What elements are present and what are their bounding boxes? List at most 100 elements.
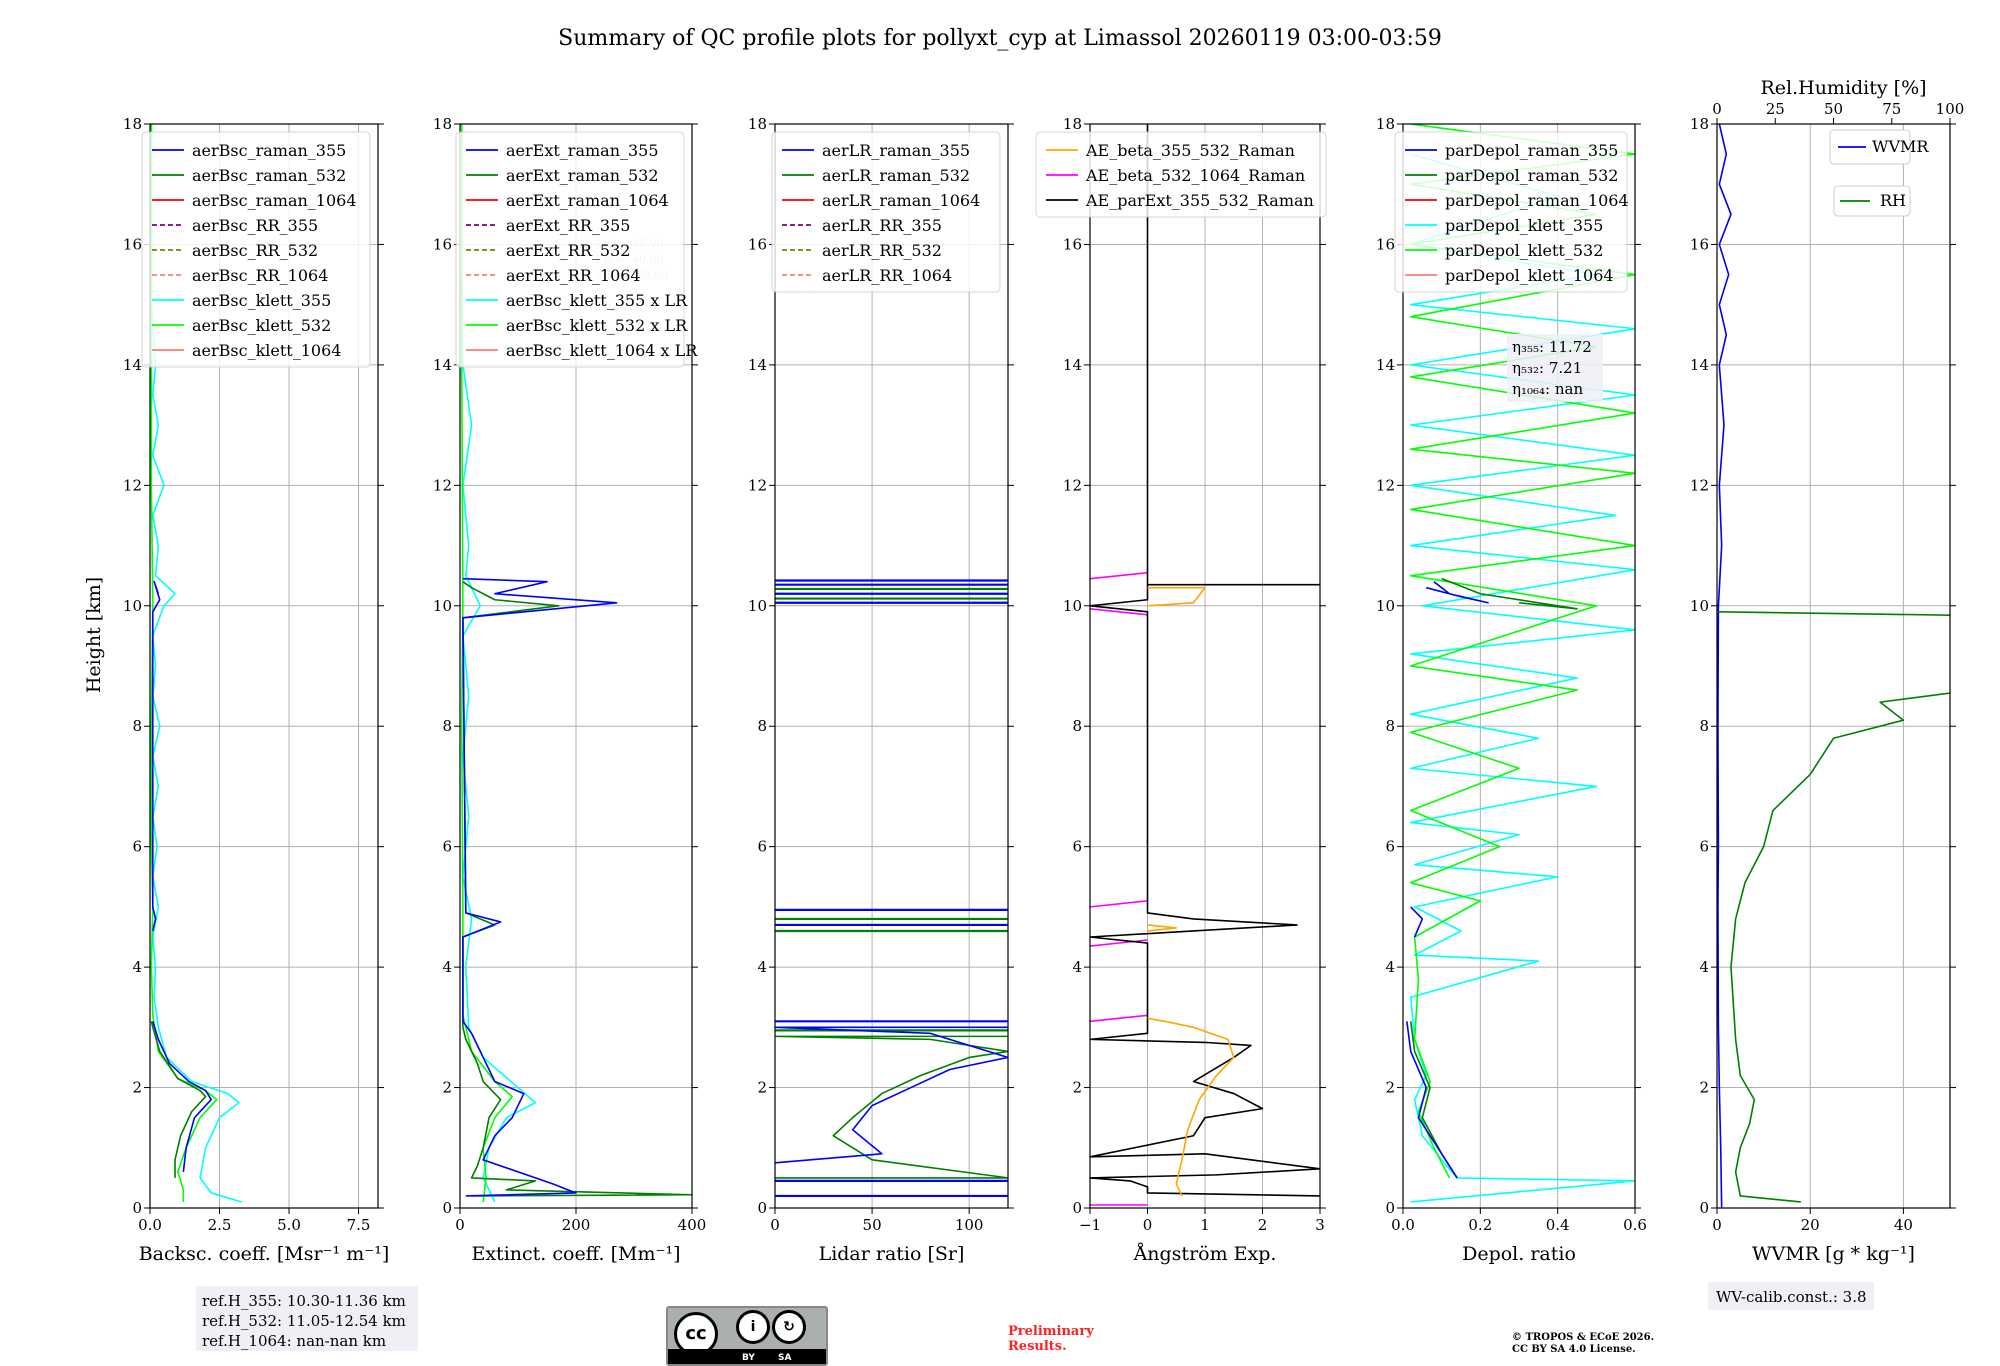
- x-axis-label: Lidar ratio [Sr]: [819, 1243, 965, 1265]
- legend-label-2: parDepol_raman_1064: [1445, 191, 1629, 210]
- legend-label-8: aerBsc_klett_1064 x LR: [506, 341, 698, 360]
- x-axis-label: WVMR [g * kg⁻¹]: [1752, 1243, 1915, 1265]
- series-aerBsc_raman_355: [152, 1021, 212, 1172]
- xtick-label-3: 0.6: [1623, 1216, 1647, 1234]
- legend-label-2: aerBsc_raman_1064: [192, 191, 357, 210]
- ytick-label-7: 14: [433, 356, 452, 374]
- plot-area-depol: [1406, 124, 1635, 1203]
- ytick-label-7: 14: [1376, 356, 1395, 374]
- legend-box-bsc: [141, 131, 371, 368]
- axes-frame: [1402, 123, 1636, 1209]
- legend-label-1: parDepol_raman_532: [1445, 166, 1618, 185]
- xtick-label-2: 40: [1894, 1216, 1913, 1234]
- series-aerExt_raman_532: [462, 581, 692, 1197]
- panel-depol: 0 2 4 6 8 10 12 14 16 18 0.0 0.2 0.4 0.6 Depol. ratio η…: [1376, 115, 1647, 1265]
- plot-area-lr: [775, 579, 1008, 1198]
- ytick-label-0: 0: [1385, 1199, 1395, 1217]
- xtick-label-1: 50: [863, 1216, 882, 1234]
- xtick-label-2: 0.4: [1546, 1216, 1570, 1234]
- xtick-label-2: 100: [955, 1216, 984, 1234]
- legend-label-7: aerBsc_klett_532: [192, 316, 331, 335]
- legend-label-4: aerLR_RR_532: [822, 241, 942, 260]
- ytick-label-2: 4: [1385, 958, 1395, 976]
- segment-4: [1090, 607, 1148, 616]
- axes-frame: [1716, 123, 1951, 1209]
- ref-height-532: ref.H_532: 11.05-12.54 km: [202, 1312, 406, 1330]
- series-AE_beta_355_532_Raman_mid: [1147, 924, 1178, 932]
- eta-label-0: η₃₅₅: 11.72: [1512, 338, 1592, 356]
- ytick-label-8: 16: [1063, 235, 1082, 253]
- panel-lr: 0 2 4 6 8 10 12 14 16 18 0 50 100 Lidar ratio [Sr] aer…: [748, 115, 1014, 1265]
- legend-label-2: aerLR_raman_1064: [822, 191, 980, 210]
- legend-label-0: aerLR_raman_355: [822, 141, 970, 160]
- xtick-label-1: 20: [1801, 1216, 1820, 1234]
- series-parDepol_raman_355: [1406, 1021, 1458, 1179]
- copyright-line-2: CC BY SA 4.0 License.: [1512, 1344, 1636, 1355]
- xtick-label-0: 0: [1712, 1216, 1722, 1234]
- ref-height-box: [196, 1286, 418, 1351]
- ytick-label-4: 8: [1072, 717, 1082, 735]
- legend-label-3: aerExt_RR_355: [506, 216, 630, 235]
- ytick-label-1: 2: [757, 1079, 767, 1097]
- ytick-label-6: 12: [433, 476, 452, 494]
- legend-label-3: parDepol_klett_355: [1445, 216, 1603, 235]
- xtick-label-0: 0.0: [1391, 1216, 1415, 1234]
- top-axis-label: Rel.Humidity [%]: [1760, 77, 1926, 99]
- ytick-label-0: 0: [757, 1199, 767, 1217]
- series-parDepol_raman_355_mid: [1410, 906, 1424, 938]
- legend-label-0: parDepol_raman_355: [1445, 141, 1618, 160]
- legend-label-1: aerBsc_raman_532: [192, 166, 346, 185]
- ytick-label-2: 4: [1699, 958, 1709, 976]
- ytick-label-1: 2: [1072, 1079, 1082, 1097]
- segment-1: [1090, 1014, 1148, 1023]
- ytick-label-0: 0: [1699, 1199, 1709, 1217]
- legend-wvmr-box: [1829, 129, 1911, 165]
- ytick-label-2: 4: [442, 958, 452, 976]
- series-parDepol_klett_532: [1409, 124, 1635, 1179]
- xtick-label-2: 400: [678, 1216, 707, 1234]
- ytick-label-5: 10: [1063, 597, 1082, 615]
- figure-title: Summary of QC profile plots for pollyxt_…: [558, 26, 1442, 51]
- xtick-label-2: 1: [1200, 1216, 1210, 1234]
- x-axis-label: Extinct. coeff. [Mm⁻¹]: [471, 1243, 680, 1265]
- ytick-label-9: 18: [1063, 115, 1082, 133]
- ytick-label-5: 10: [748, 597, 767, 615]
- series-parDepol_raman_532_top: [1441, 577, 1578, 610]
- xtick-label-0: 0.0: [138, 1216, 162, 1234]
- xtick-label-4: 3: [1315, 1216, 1325, 1234]
- legend-label-5: aerBsc_RR_1064: [192, 266, 328, 285]
- wv-calib-box: [1708, 1282, 1874, 1310]
- legend-label-1: AE_beta_532_1064_Raman: [1085, 166, 1305, 185]
- legend-label-7: aerBsc_klett_532 x LR: [506, 316, 688, 335]
- ytick-label-6: 12: [1063, 476, 1082, 494]
- plot-area-wv: [1717, 124, 1950, 1208]
- legend-label-4: aerExt_RR_532: [506, 241, 630, 260]
- series-parDepol_raman_355_top: [1425, 581, 1489, 604]
- ytick-label-6: 12: [748, 476, 767, 494]
- ytick-label-9: 18: [1376, 115, 1395, 133]
- ytick-label-3: 6: [1699, 838, 1709, 856]
- xtick-label-3: 7.5: [347, 1216, 371, 1234]
- xtick-label-1: 200: [562, 1216, 591, 1234]
- ytick-label-8: 16: [1690, 235, 1709, 253]
- ytick-label-2: 4: [132, 958, 142, 976]
- ytick-label-8: 16: [433, 235, 452, 253]
- xtick-label-1: 0.2: [1468, 1216, 1492, 1234]
- ytick-label-3: 6: [1385, 838, 1395, 856]
- plot-area-ext: [460, 124, 692, 1203]
- ytick-label-4: 8: [1385, 717, 1395, 735]
- ytick-label-1: 2: [1385, 1079, 1395, 1097]
- panel-bsc: 0 2 4 6 8 10 12 14 16 18 0.0 2.5 5.0 7.5 Backsc. coeff…: [123, 115, 389, 1265]
- ytick-label-7: 14: [748, 356, 767, 374]
- xtick-label-1: 0: [1143, 1216, 1153, 1234]
- ytick-label-2: 4: [757, 958, 767, 976]
- ytick-label-3: 6: [757, 838, 767, 856]
- ytick-label-5: 10: [1690, 597, 1709, 615]
- y-axis-label: Height [km]: [83, 577, 105, 693]
- legend-label-4: aerBsc_RR_532: [192, 241, 318, 260]
- legend-wvmr-label: WVMR: [1872, 137, 1929, 156]
- legend-label-8: aerBsc_klett_1064: [192, 341, 341, 360]
- legend-label-0: AE_beta_355_532_Raman: [1085, 141, 1295, 160]
